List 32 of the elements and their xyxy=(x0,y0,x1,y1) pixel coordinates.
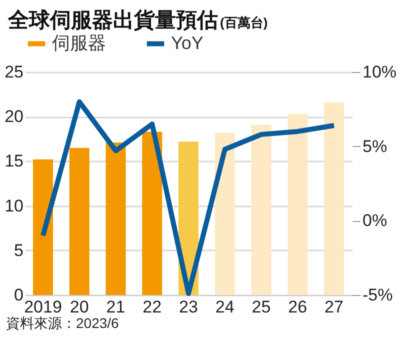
source-note: 資料來源：2023/6 xyxy=(5,315,120,333)
y2-tick-label: 0% xyxy=(362,211,388,230)
bar xyxy=(33,159,54,295)
x-tick-label: 25 xyxy=(252,298,271,316)
y-tick-label: 0 xyxy=(14,286,24,304)
y2-tick-label: 5% xyxy=(362,136,388,156)
y-tick-label: 15 xyxy=(4,152,24,171)
x-tick-label: 23 xyxy=(179,298,198,316)
x-tick-label: 2019 xyxy=(24,298,62,316)
bar xyxy=(142,132,162,295)
chart-title: 全球伺服器出貨量預估 xyxy=(8,9,218,32)
x-tick-label: 21 xyxy=(106,298,126,316)
bar xyxy=(324,102,344,295)
x-tick-label: 27 xyxy=(324,298,344,316)
y-tick-label: 5 xyxy=(14,240,24,260)
y-tick-label: 10 xyxy=(4,196,24,216)
y-tick-label: 20 xyxy=(4,107,24,126)
y-tick-label: 25 xyxy=(4,62,24,82)
bar xyxy=(214,132,235,295)
legend-label: YoY xyxy=(171,32,204,53)
y2-tick-label: -5% xyxy=(362,286,393,304)
x-tick-label: 22 xyxy=(142,298,162,316)
chart-subtitle: (百萬台) xyxy=(220,15,268,30)
bar xyxy=(251,124,272,295)
legend-label: 伺服器 xyxy=(52,32,106,53)
bar xyxy=(106,142,126,295)
x-tick-label: 24 xyxy=(215,298,234,316)
x-tick-label: 26 xyxy=(288,298,308,316)
y2-tick-label: 10% xyxy=(362,62,397,82)
bar xyxy=(288,114,308,295)
bar xyxy=(69,148,90,295)
x-tick-label: 20 xyxy=(70,298,89,316)
